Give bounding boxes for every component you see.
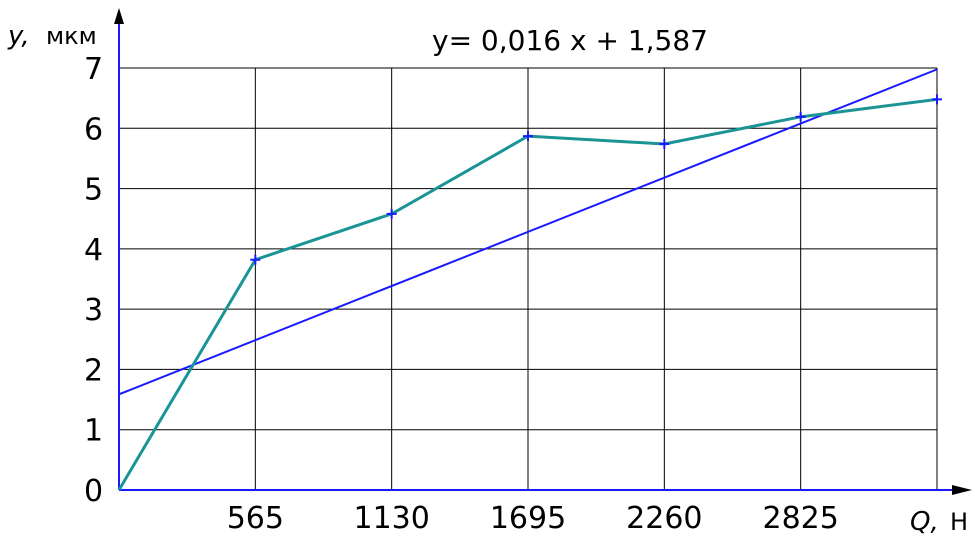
y-tick-label: 4 bbox=[84, 233, 103, 268]
x-tick-label: 2260 bbox=[626, 501, 702, 536]
x-ticks: 565 1130 1695 2260 2825 bbox=[227, 501, 839, 536]
series-markers bbox=[250, 94, 942, 265]
y-ticks: 0 1 2 3 4 5 6 7 bbox=[84, 52, 103, 509]
y-tick-label: 6 bbox=[84, 112, 103, 147]
y-axis-arrow bbox=[114, 8, 124, 24]
data-point bbox=[250, 254, 261, 265]
grid bbox=[119, 67, 938, 490]
x-axis-unit: Н bbox=[950, 508, 968, 536]
x-tick-label: 2825 bbox=[762, 501, 838, 536]
x-tick-label: 1130 bbox=[353, 501, 429, 536]
axes bbox=[114, 8, 972, 495]
x-axis-arrow bbox=[952, 485, 972, 495]
data-point bbox=[386, 208, 397, 219]
y-tick-label: 5 bbox=[84, 173, 103, 208]
y-tick-label: 7 bbox=[84, 52, 103, 87]
x-axis-label: Q, bbox=[910, 507, 939, 537]
data-point bbox=[659, 138, 670, 149]
y-tick-label: 1 bbox=[84, 414, 103, 449]
trend-equation: y= 0,016 x + 1,587 bbox=[432, 24, 708, 57]
y-tick-label: 0 bbox=[84, 474, 103, 509]
trend-line bbox=[118, 68, 938, 396]
data-point bbox=[523, 131, 533, 142]
y-axis-unit: мкм bbox=[46, 22, 97, 50]
x-tick-label: 565 bbox=[227, 501, 284, 536]
y-tick-label: 2 bbox=[84, 353, 103, 388]
data-point bbox=[932, 94, 942, 105]
x-tick-label: 1695 bbox=[490, 501, 566, 536]
y-tick-label: 3 bbox=[84, 293, 103, 328]
y-axis-label: y, bbox=[7, 21, 30, 51]
data-point bbox=[795, 111, 806, 122]
